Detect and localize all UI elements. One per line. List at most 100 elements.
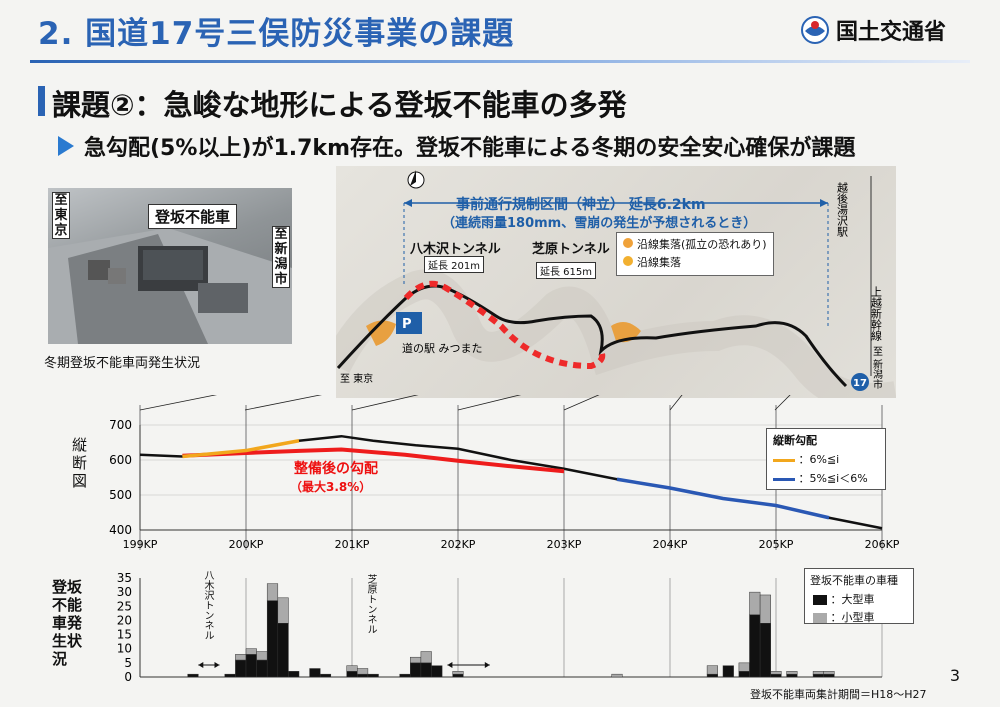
bar-large — [256, 659, 268, 678]
legend-6pct: ：6%≦i — [798, 453, 840, 466]
tunnel-arrowhead — [198, 662, 204, 668]
bar-small — [611, 673, 623, 678]
profile-axis-label: 縦断図 — [72, 436, 88, 490]
bar-large — [357, 673, 369, 678]
tunnel1-name: 八木沢トンネル — [410, 242, 501, 257]
map-to-tokyo: 至 東京 — [340, 372, 373, 385]
tunnel-arrowhead — [447, 662, 453, 668]
bar-large — [786, 673, 798, 678]
profile-and-bar-chart: 400 500 600 700 199KP 200KP 201KP 202KP 203KP 204… — [109, 395, 900, 684]
bar-small — [410, 656, 422, 664]
bar-small — [266, 583, 279, 601]
improved-profile-line — [182, 447, 565, 474]
bullet-arrow-icon — [58, 136, 74, 156]
bar-small — [706, 665, 718, 675]
tunnel1-bar-label: 八木沢トンネル — [202, 570, 213, 640]
bar-large — [399, 673, 411, 678]
map-profile-connector — [244, 395, 323, 411]
settlement-isolated-icon — [623, 238, 633, 248]
vehicle-type-legend: 登坂不能車の車種 ：大型車 ：小型車 — [804, 568, 914, 624]
bar-large — [431, 665, 443, 678]
issue-heading: 課題②：急峻な地形による登坂不能車の多発 — [52, 88, 627, 122]
bar-large — [224, 673, 236, 678]
profile-x-tick: 204KP — [653, 538, 688, 551]
bar-large — [759, 623, 771, 678]
bar-small — [235, 654, 247, 661]
bar-large — [367, 673, 379, 678]
route-number-icon — [851, 373, 869, 391]
legend-5pct: ：5%≦i＜6% — [798, 472, 868, 485]
bar-large — [812, 673, 824, 678]
photo-label-tokyo: 至東京 — [52, 192, 70, 239]
tunnel1-length: 延長 201m — [424, 256, 485, 273]
gradient-legend: 縦断勾配 ：6%≦i ：5%≦i＜6% — [766, 428, 886, 490]
map-profile-connector — [139, 395, 218, 411]
photo-label-niigata: 至新潟市 — [272, 226, 290, 288]
profile-x-tick: 199KP — [123, 538, 158, 551]
tunnel-arrowhead — [484, 662, 490, 668]
aggregation-period-note: 登坂不能車両集計期間＝H18～H27 — [750, 688, 927, 701]
large-vehicle-swatch — [813, 595, 827, 605]
bar-large — [235, 659, 247, 678]
map-profile-connector — [563, 395, 600, 411]
bar-small — [277, 597, 289, 624]
settlement-icon — [623, 256, 633, 266]
bars-y-tick: 15 — [117, 628, 132, 642]
tunnel2-length: 延長 615m — [536, 262, 597, 279]
profile-x-tick: 206KP — [865, 538, 900, 551]
bars-y-tick: 25 — [117, 599, 132, 613]
subtitle-bar — [38, 86, 45, 116]
bar-small — [823, 671, 835, 675]
map-profile-connector — [669, 395, 683, 411]
profile-x-tick: 205KP — [759, 538, 794, 551]
photo-caption: 冬期登坂不能車両発生状況 — [44, 356, 201, 371]
small-vehicle-swatch — [813, 613, 827, 623]
legend-small: ：小型車 — [830, 611, 875, 624]
winter-photo: 至東京 至新潟市 登坂不能車 — [48, 188, 292, 344]
bar-large — [346, 671, 358, 678]
profile-x-tick: 202KP — [441, 538, 476, 551]
bar-small — [245, 648, 257, 655]
shinkansen-label: 上越新幹線 — [870, 286, 883, 341]
roadside-station-icon — [396, 312, 422, 334]
bar-small — [786, 671, 798, 675]
profile-x-tick: 203KP — [547, 538, 582, 551]
route-number: 17 — [853, 378, 867, 389]
orange-swatch — [773, 458, 795, 462]
gradient-segment — [182, 439, 300, 459]
logo-text: 国土交通省 — [836, 20, 947, 45]
legend-large: ：大型車 — [830, 593, 875, 606]
profile-y-tick: 500 — [109, 488, 132, 502]
tunnel2-bar-label: 芝原トンネル — [365, 574, 376, 634]
bar-large — [266, 600, 279, 678]
tunnel-arrowhead — [214, 662, 220, 668]
ministry-logo: 国土交通省 — [800, 14, 946, 46]
improved-gradient-label: 整備後の勾配 — [294, 461, 378, 477]
bar-small — [346, 665, 358, 672]
bar-large — [722, 665, 734, 678]
profile-y-tick: 700 — [109, 418, 132, 432]
bar-large — [309, 668, 321, 678]
roadside-station-label: 道の駅 みつまた — [402, 341, 483, 355]
bar-large — [288, 671, 300, 678]
profile-y-tick: 600 — [109, 453, 132, 467]
profile-x-tick: 201KP — [335, 538, 370, 551]
station-label: 越後湯沢駅 — [836, 181, 849, 238]
bar-small — [357, 668, 369, 675]
bar-small — [749, 591, 761, 616]
svg-text:P: P — [402, 317, 412, 332]
gradient-legend-title: 縦断勾配 — [773, 434, 817, 447]
bar-small — [738, 662, 750, 672]
mlit-logo-icon — [801, 16, 829, 44]
bars-y-tick: 30 — [117, 585, 132, 599]
legend-isolated: 沿線集落(孤立の恐れあり) — [637, 238, 767, 251]
improved-gradient-note: （最大3.8%） — [290, 480, 372, 494]
control-section-title: 事前通行規制区間（神立） 延長6.2km — [456, 197, 706, 213]
bar-large — [452, 673, 464, 678]
settlement-legend: 沿線集落(孤立の恐れあり) 沿線集落 — [616, 232, 774, 276]
map-to-niigata: 至 新潟市 — [871, 346, 883, 390]
map-profile-connector — [774, 395, 791, 411]
gradient-segment — [616, 477, 830, 520]
page-number: 3 — [949, 666, 960, 685]
bar-large — [187, 673, 199, 678]
